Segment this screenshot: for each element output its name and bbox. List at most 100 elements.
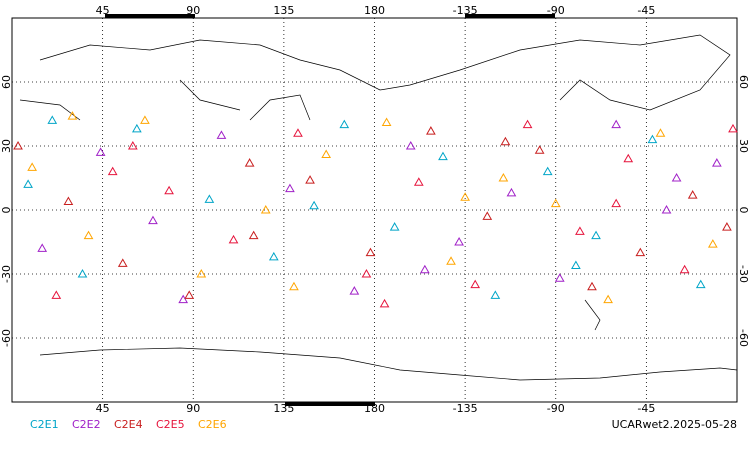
station-marker	[95, 147, 106, 156]
station-marker	[490, 290, 501, 299]
station-marker	[722, 222, 732, 231]
station-marker	[248, 230, 259, 240]
y-tick-label: 30	[737, 139, 750, 153]
station-marker	[405, 140, 416, 150]
axis-bar	[285, 402, 375, 406]
station-marker	[454, 236, 464, 246]
station-marker	[389, 222, 400, 231]
station-marker	[506, 187, 517, 197]
y-tick-label: 30	[0, 139, 13, 153]
station-marker	[260, 204, 271, 214]
x-tick-label: -135	[453, 4, 478, 17]
station-marker	[550, 198, 561, 208]
legend-label: C2E1	[30, 418, 59, 431]
y-tick-label: -60	[0, 329, 13, 347]
x-tick-label: 180	[364, 402, 385, 415]
station-marker	[67, 111, 78, 120]
station-marker	[349, 286, 360, 295]
station-marker	[365, 247, 376, 257]
y-tick-label: 0	[737, 207, 750, 214]
station-marker	[498, 172, 509, 182]
axis-bar	[105, 14, 195, 18]
station-marker	[37, 243, 48, 252]
station-marker	[711, 158, 722, 167]
y-tick-label: -60	[737, 329, 750, 347]
station-marker	[309, 200, 319, 210]
legend-label: C2E6	[198, 418, 227, 431]
station-marker	[339, 119, 350, 129]
station-marker	[635, 247, 646, 257]
station-marker	[289, 281, 299, 291]
station-marker	[196, 268, 207, 278]
station-marker	[728, 123, 738, 133]
station-marker	[27, 162, 38, 171]
station-marker	[321, 149, 332, 159]
y-tick-label: -30	[0, 265, 13, 283]
x-tick-label: -90	[547, 402, 565, 415]
station-marker	[285, 183, 295, 193]
station-marker	[178, 294, 189, 304]
station-marker	[305, 175, 315, 184]
station-marker	[204, 194, 215, 203]
station-marker	[623, 153, 634, 163]
station-marker	[216, 130, 227, 139]
x-tick-label: -45	[637, 402, 655, 415]
station-marker	[131, 123, 142, 133]
station-marker	[611, 119, 622, 129]
station-marker	[13, 140, 23, 150]
station-marker	[707, 239, 718, 248]
axis-bar	[465, 14, 555, 18]
station-marker	[381, 117, 392, 127]
station-marker	[542, 166, 553, 176]
station-marker	[293, 128, 303, 137]
station-marker	[127, 140, 138, 150]
station-marker	[83, 230, 94, 240]
station-marker	[413, 177, 424, 186]
station-marker	[591, 230, 601, 240]
x-tick-label: 45	[96, 402, 110, 415]
x-tick-label: -135	[453, 402, 478, 415]
station-marker	[184, 290, 195, 299]
station-marker	[522, 119, 533, 129]
legend: C2E1 C2E2 C2E4 C2E5 C2E6	[30, 418, 227, 431]
station-marker	[63, 196, 74, 205]
station-marker	[446, 256, 456, 265]
legend-label: C2E2	[72, 418, 101, 431]
station-marker	[611, 198, 622, 208]
station-marker	[679, 264, 690, 274]
station-marker	[655, 128, 666, 137]
station-marker	[687, 190, 698, 199]
x-tick-label: 180	[364, 4, 385, 17]
coastlines	[19, 34, 738, 381]
station-marker	[460, 192, 470, 201]
station-marker	[571, 260, 581, 269]
x-tick-label: -90	[547, 4, 565, 17]
station-marker	[470, 279, 481, 289]
x-tick-label: 90	[186, 402, 200, 415]
station-marker	[661, 204, 672, 214]
station-marker	[23, 179, 33, 188]
station-marker	[140, 115, 150, 124]
station-marker	[647, 134, 658, 144]
footer-label: UCARwet2.2025-05-28	[612, 418, 737, 431]
station-marker	[117, 258, 128, 267]
station-marker	[603, 294, 613, 304]
legend-label: C2E4	[114, 418, 143, 431]
y-tick-label: 60	[0, 75, 13, 89]
station-marker	[482, 211, 493, 220]
station-marker	[438, 151, 448, 161]
station-marker	[228, 234, 239, 244]
x-tick-label: 135	[273, 4, 294, 17]
y-tick-label: -30	[737, 265, 750, 283]
station-marker	[51, 290, 62, 299]
station-marker	[107, 166, 118, 176]
station-marker	[164, 185, 174, 195]
station-marker	[500, 136, 511, 146]
x-tick-label: 90	[186, 4, 200, 17]
station-marker	[268, 251, 279, 261]
station-marker	[534, 145, 545, 154]
x-tick-label: -45	[637, 4, 655, 17]
y-tick-label: 60	[737, 75, 750, 89]
x-tick-label: 45	[96, 4, 110, 17]
